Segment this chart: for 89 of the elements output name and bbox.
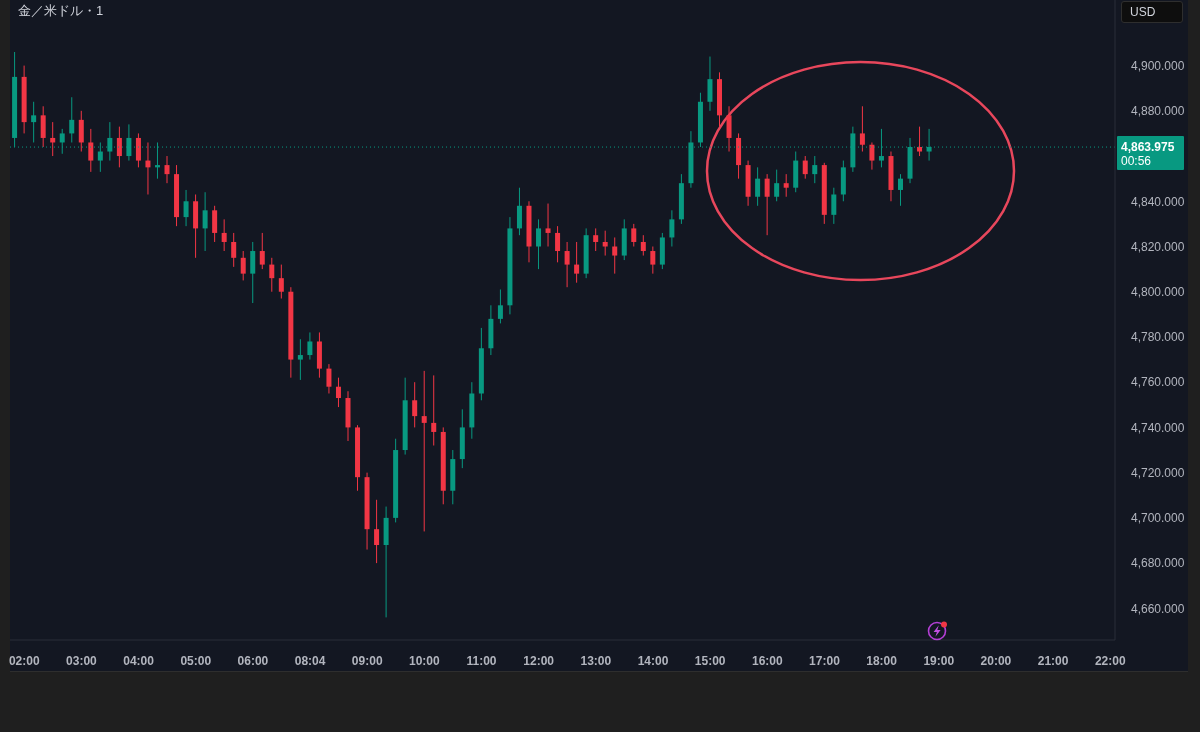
x-tick-label: 05:00 [180,653,212,668]
x-tick-label: 15:00 [694,653,726,668]
candlestick [764,173,770,236]
candlestick [269,257,275,293]
x-tick-label: 22:00 [1094,653,1126,668]
y-tick-label: 4,780.000 [1131,330,1185,345]
candlestick [859,105,865,153]
candlestick [802,155,808,180]
candlestick [593,227,599,252]
x-tick-label: 03:00 [66,653,98,668]
candlestick [240,250,246,281]
candlestick [726,105,732,153]
chart-title: 金／米ドル・1 [18,2,104,20]
x-tick-label: 19:00 [923,653,955,668]
x-tick-label: 10:00 [409,653,441,668]
candlestick [78,110,84,153]
candlestick [116,126,122,168]
candlestick [69,96,75,143]
candlestick [221,218,227,252]
ref-line-label: 4,863.975 [1121,140,1175,155]
y-tick-label: 4,700.000 [1131,511,1185,526]
x-tick-label: 12:00 [523,653,555,668]
candlestick [564,241,570,288]
candlestick [259,232,265,270]
candlestick [602,230,608,257]
candlestick [545,203,551,247]
y-tick-label: 4,800.000 [1131,284,1185,299]
y-tick-label: 4,880.000 [1131,104,1185,119]
x-tick-label: 04:00 [123,653,155,668]
candlestick [774,169,780,202]
x-tick-label: 09:00 [351,653,383,668]
candlestick [412,381,418,428]
candlestick [278,264,284,300]
y-tick-label: 4,720.000 [1131,465,1185,480]
y-tick-label: 4,680.000 [1131,556,1185,571]
candlestick [231,232,237,268]
candlestick [516,187,522,236]
candlestick [831,187,837,225]
candlestick [812,155,818,184]
candlestick [40,105,46,148]
y-tick-label: 4,660.000 [1131,601,1185,616]
y-tick-label: 4,760.000 [1131,375,1185,390]
x-tick-label: 21:00 [1037,653,1069,668]
x-tick-label: 20:00 [980,653,1012,668]
candlestick [431,374,437,447]
x-tick-label: 11:00 [466,653,497,668]
candlestick [755,166,761,207]
y-tick-label: 4,840.000 [1131,194,1185,209]
x-tick-label: 14:00 [637,653,669,668]
candlestick [707,56,713,112]
candlestick [135,132,141,168]
candlestick [574,241,580,284]
x-tick-label: 16:00 [751,653,783,668]
y-tick-label: 4,740.000 [1131,420,1185,435]
candlestick [669,209,675,247]
candlestick [297,338,303,381]
candlestick [88,128,94,173]
candlestick [555,225,561,263]
x-tick-label: 02:00 [8,653,40,668]
candlestick [631,223,637,247]
candlestick [640,234,646,257]
candlestick [335,377,341,408]
candlestick [917,126,923,157]
candlestick [536,218,542,270]
x-tick-label: 06:00 [237,653,269,668]
candlestick [326,363,332,394]
x-tick-label: 13:00 [580,653,612,668]
x-tick-label: 08:04 [294,653,326,668]
candlestick [183,189,189,227]
candlestick [212,205,218,243]
candlestick [374,499,380,564]
candlestick [250,241,256,304]
candlestick [612,236,618,275]
x-tick-label: 17:00 [809,653,841,668]
x-tick-label: 18:00 [866,653,898,668]
candlestick [869,141,875,171]
y-tick-label: 4,820.000 [1131,239,1185,254]
candlestick [497,288,503,324]
candlestick [202,191,208,252]
text: 00:56 [1121,154,1152,169]
candlestick [650,246,656,275]
candlestick [898,173,903,207]
y-axis-title: USD [1121,1,1183,23]
candlestick [31,101,37,143]
candlestick [307,331,313,361]
candlestick [783,173,789,198]
candlestick [164,155,170,184]
candlestick [421,370,427,532]
y-tick-label: 4,900.000 [1131,58,1185,73]
